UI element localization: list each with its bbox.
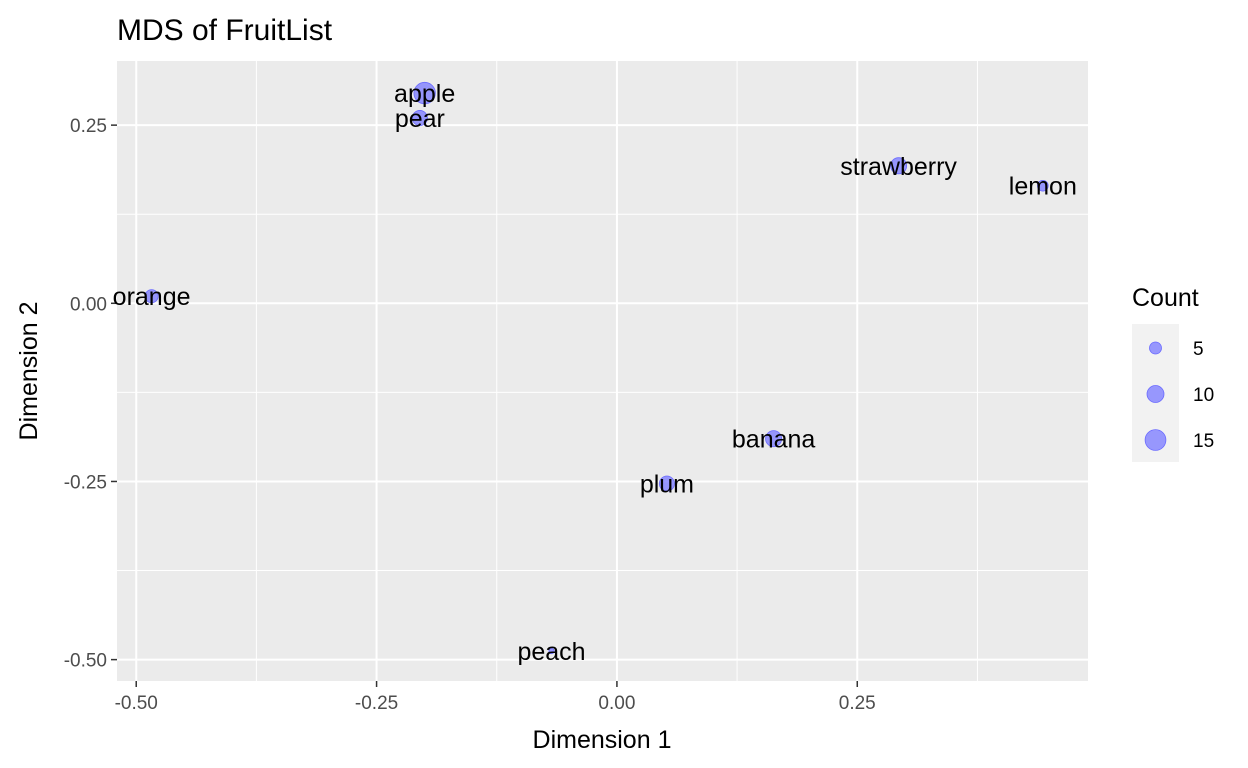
point-label-plum: plum [640, 471, 694, 499]
legend: Count 5 10 15 [1132, 284, 1214, 462]
y-tick-label: -0.50 [64, 651, 107, 672]
chart-title: MDS of FruitList [117, 14, 333, 47]
x-tick-label: 0.00 [598, 693, 635, 714]
plot-panel [117, 61, 1088, 681]
legend-title: Count [1132, 284, 1199, 312]
legend-entries: 5 10 15 [1144, 339, 1214, 452]
data-points [144, 81, 1049, 655]
point-label-strawberry: strawberry [840, 153, 957, 181]
minor-gridlines [117, 61, 1088, 681]
major-gridlines [117, 61, 1088, 681]
x-tick-label: 0.25 [839, 693, 876, 714]
point-label-peach: peach [517, 638, 585, 666]
data-point-pear [411, 110, 428, 127]
point-label-pear: pear [395, 105, 445, 133]
x-tick-label: -0.25 [355, 693, 398, 714]
legend-key-15 [1144, 429, 1167, 451]
point-label-apple: apple [394, 80, 455, 108]
y-tick-label: -0.25 [64, 472, 107, 493]
point-label-banana: banana [732, 426, 816, 454]
y-tick-label: 0.00 [70, 294, 107, 315]
data-point-banana [765, 430, 783, 448]
data-point-orange [144, 289, 159, 304]
data-point-lemon [1037, 179, 1049, 192]
legend-label-5: 5 [1193, 339, 1204, 360]
legend-key-5 [1149, 341, 1162, 355]
x-axis-ticks: -0.50 -0.25 0.00 0.25 [115, 681, 876, 714]
y-axis-ticks: -0.50 -0.25 0.00 0.25 [64, 116, 117, 672]
y-axis-title: Dimension 2 [15, 302, 43, 441]
legend-label-10: 10 [1193, 385, 1214, 406]
x-axis-title: Dimension 1 [533, 726, 672, 754]
data-point-apple [413, 81, 436, 105]
point-label-lemon: lemon [1009, 173, 1077, 201]
legend-key-10 [1146, 385, 1165, 403]
data-point-plum [658, 475, 675, 492]
legend-label-15: 15 [1193, 431, 1214, 452]
x-tick-label: -0.50 [115, 693, 158, 714]
point-label-orange: orange [113, 283, 191, 311]
y-tick-label: 0.25 [70, 116, 107, 137]
data-point-strawberry [890, 157, 908, 175]
data-point-peach [548, 647, 555, 655]
